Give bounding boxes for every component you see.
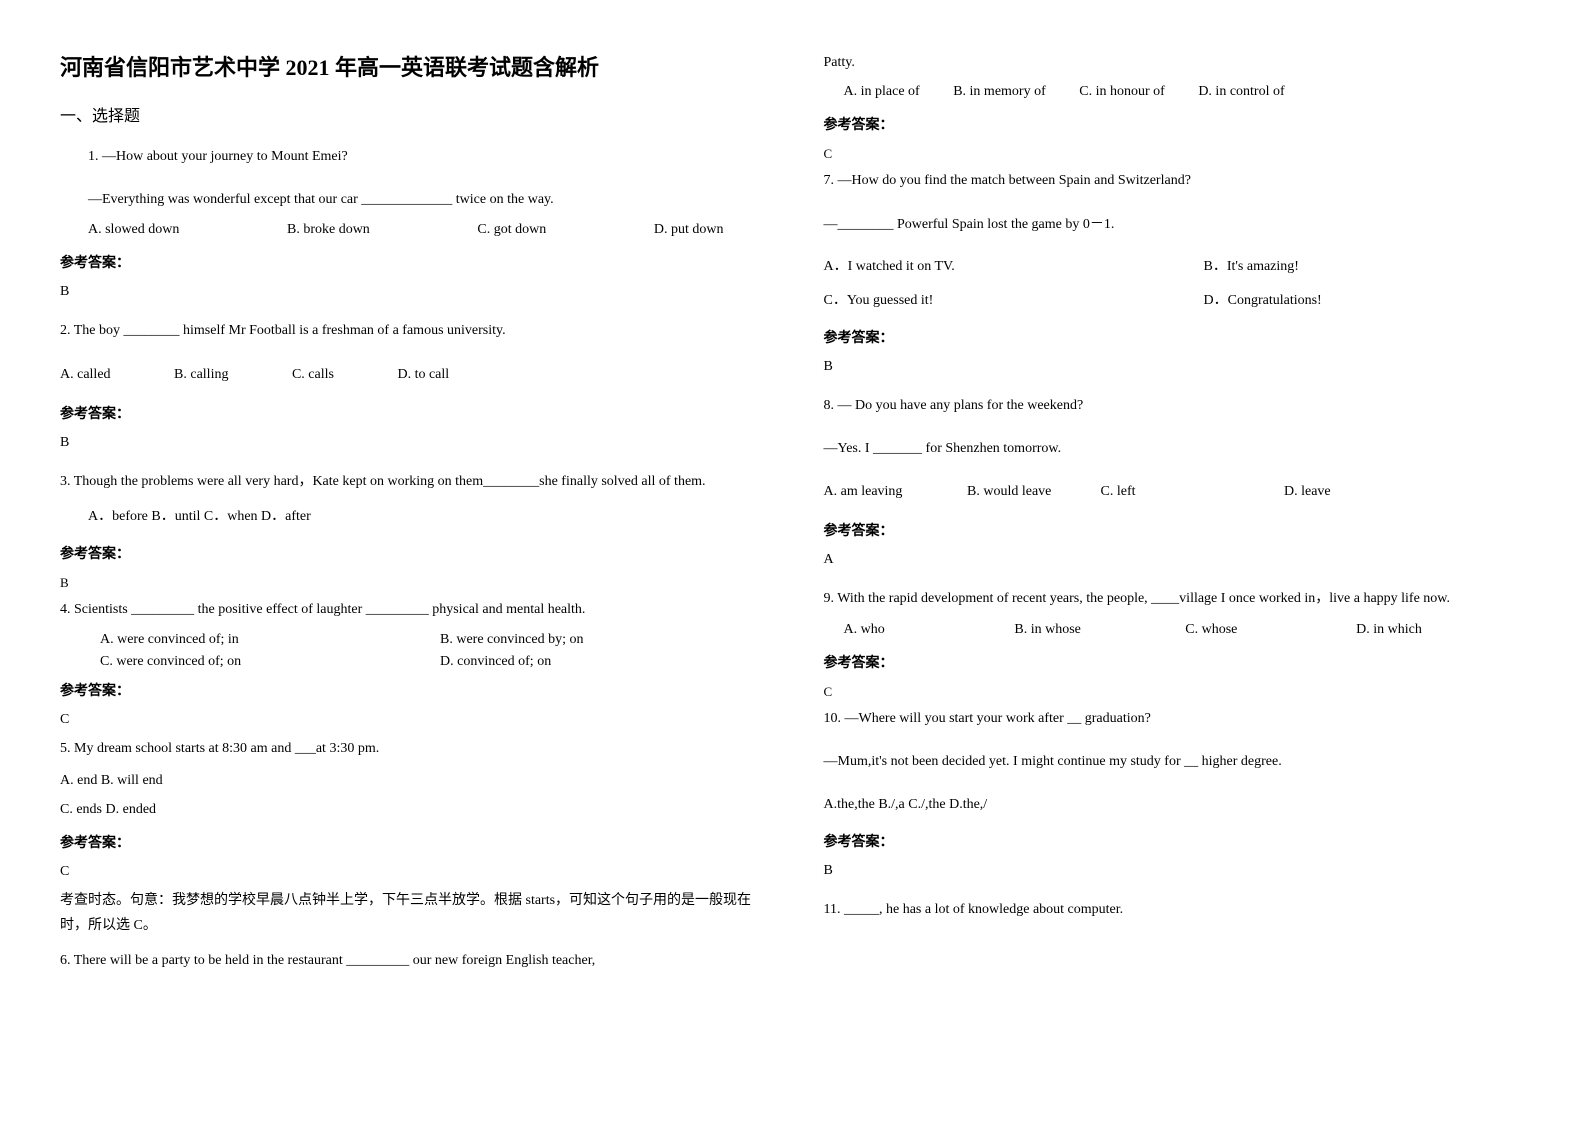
q1-line2: —Everything was wonderful except that ou… xyxy=(60,187,764,212)
q7-line2: —________ Powerful Spain lost the game b… xyxy=(824,212,1528,237)
q9-optC: C. whose xyxy=(1185,622,1356,638)
q7-answer-label: 参考答案： xyxy=(824,327,1528,347)
q8-optD: D. leave xyxy=(1284,479,1331,504)
q9-options: A. who B. in whose C. whose D. in which xyxy=(824,622,1528,638)
q1-optB: B. broke down xyxy=(287,222,370,238)
q6-answer-label: 参考答案： xyxy=(824,114,1528,134)
q4-opts-row1: A. were convinced of; in B. were convinc… xyxy=(60,632,764,648)
q8-optC: C. left xyxy=(1101,479,1281,504)
q10-line2: —Mum,it's not been decided yet. I might … xyxy=(824,749,1528,774)
q1-options: A. slowed down B. broke down C. got down… xyxy=(60,222,764,238)
q8-options: A. am leaving B. would leave C. left D. … xyxy=(824,479,1528,504)
q5-opts2: C. ends D. ended xyxy=(60,797,764,822)
q6-text: 6. There will be a party to be held in t… xyxy=(60,948,764,973)
q5-answer: C xyxy=(60,864,764,880)
q9-optD: D. in which xyxy=(1356,622,1527,638)
q9-optB: B. in whose xyxy=(1014,622,1185,638)
q7-optC: C．You guessed it! xyxy=(824,289,1204,309)
q9-optA: A. who xyxy=(844,622,1015,638)
q2-answer: B xyxy=(60,435,764,451)
q10-answer: B xyxy=(824,863,1528,879)
q5-explanation: 考查时态。句意：我梦想的学校早晨八点钟半上学，下午三点半放学。根据 starts… xyxy=(60,888,764,938)
q7-optB: B．It's amazing! xyxy=(1204,255,1299,275)
q2-options: A. called B. calling C. calls D. to call xyxy=(60,362,764,387)
q3-opts: A．before B．until C．when D．after xyxy=(60,504,764,529)
q1-optD: D. put down xyxy=(654,222,724,238)
q4-text: 4. Scientists _________ the positive eff… xyxy=(60,597,764,622)
q3-text: 3. Though the problems were all very har… xyxy=(60,469,764,494)
right-column: Patty. A. in place of B. in memory of C.… xyxy=(824,50,1528,1072)
q4-opts-row2: C. were convinced of; on D. convinced of… xyxy=(60,654,764,670)
q9-text: 9. With the rapid development of recent … xyxy=(824,586,1528,611)
q10-line1: 10. —Where will you start your work afte… xyxy=(824,706,1528,731)
q7-optD: D．Congratulations! xyxy=(1204,289,1322,309)
q8-answer: A xyxy=(824,552,1528,568)
q3-answer-label: 参考答案： xyxy=(60,543,764,563)
section-header: 一、选择题 xyxy=(60,102,764,126)
q9-answer: C xyxy=(824,684,1528,700)
q5-answer-label: 参考答案： xyxy=(60,832,764,852)
q7-opts-row2: C．You guessed it! D．Congratulations! xyxy=(824,289,1528,309)
q6-cont: Patty. xyxy=(824,50,1528,75)
q7-opts-row1: A．I watched it on TV. B．It's amazing! xyxy=(824,255,1528,275)
q4-answer-label: 参考答案： xyxy=(60,680,764,700)
q2-optD: D. to call xyxy=(397,362,449,387)
q4-answer: C xyxy=(60,712,764,728)
q3-answer: B xyxy=(60,575,764,591)
q6-options: A. in place of B. in memory of C. in hon… xyxy=(824,79,1528,104)
q4-optA: A. were convinced of; in xyxy=(100,632,440,648)
q4-optB: B. were convinced by; on xyxy=(440,632,583,648)
q8-line2: —Yes. I _______ for Shenzhen tomorrow. xyxy=(824,436,1528,461)
q9-answer-label: 参考答案： xyxy=(824,652,1528,672)
q11-text: 11. _____, he has a lot of knowledge abo… xyxy=(824,897,1528,922)
q6-optC: C. in honour of xyxy=(1079,79,1165,104)
q10-answer-label: 参考答案： xyxy=(824,831,1528,851)
q1-line1: 1. —How about your journey to Mount Emei… xyxy=(60,144,764,169)
q4-optD: D. convinced of; on xyxy=(440,654,551,670)
q7-line1: 7. —How do you find the match between Sp… xyxy=(824,168,1528,193)
q1-optC: C. got down xyxy=(477,222,546,238)
q6-answer: C xyxy=(824,146,1528,162)
q5-opts1: A. end B. will end xyxy=(60,768,764,793)
q6-optA: A. in place of xyxy=(844,79,920,104)
q1-answer: B xyxy=(60,284,764,300)
q2-optA: A. called xyxy=(60,362,111,387)
left-column: 河南省信阳市艺术中学 2021 年高一英语联考试题含解析 一、选择题 1. —H… xyxy=(60,50,764,1072)
q5-text: 5. My dream school starts at 8:30 am and… xyxy=(60,736,764,761)
q6-optD: D. in control of xyxy=(1198,79,1284,104)
q10-opts: A.the,the B./,a C./,the D.the,/ xyxy=(824,792,1528,817)
q8-optB: B. would leave xyxy=(967,479,1097,504)
q7-answer: B xyxy=(824,359,1528,375)
q1-answer-label: 参考答案： xyxy=(60,252,764,272)
q4-optC: C. were convinced of; on xyxy=(100,654,440,670)
page-title: 河南省信阳市艺术中学 2021 年高一英语联考试题含解析 xyxy=(60,50,764,82)
q7-optA: A．I watched it on TV. xyxy=(824,255,1204,275)
q6-optB: B. in memory of xyxy=(953,79,1046,104)
q2-optC: C. calls xyxy=(292,362,334,387)
q2-optB: B. calling xyxy=(174,362,228,387)
q2-answer-label: 参考答案： xyxy=(60,403,764,423)
q2-text: 2. The boy ________ himself Mr Football … xyxy=(60,318,764,343)
q8-line1: 8. — Do you have any plans for the weeke… xyxy=(824,393,1528,418)
q1-optA: A. slowed down xyxy=(88,222,179,238)
q8-optA: A. am leaving xyxy=(824,479,964,504)
q8-answer-label: 参考答案： xyxy=(824,520,1528,540)
